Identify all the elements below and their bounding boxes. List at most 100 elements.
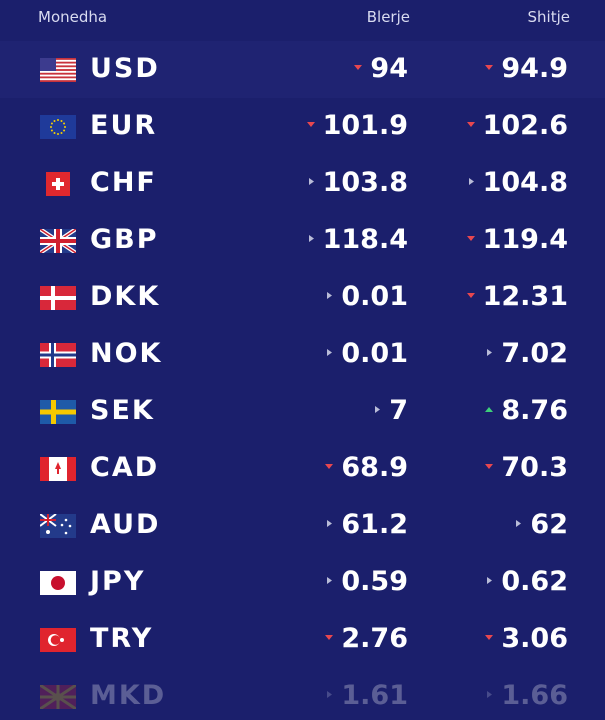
buy-rate: 0.01: [341, 338, 408, 369]
sell-rate: 70.3: [501, 452, 568, 483]
trend-arrow: [469, 178, 474, 185]
trend-icon: [487, 349, 492, 356]
buy-rate: 61.2: [341, 509, 408, 540]
trend-icon: [467, 122, 475, 127]
flag-icon: [40, 58, 76, 82]
trend-icon: [309, 178, 314, 185]
flag-shape: [60, 119, 63, 122]
sell-rate: 119.4: [482, 224, 568, 255]
trend-arrow: [307, 122, 315, 127]
rate-row: CHF 103.8 104.8: [0, 155, 605, 212]
currency-code: MKD: [90, 680, 167, 711]
flag-shape: [40, 296, 76, 300]
trend-arrow: [325, 464, 333, 469]
sell-rate: 1.66: [501, 680, 568, 711]
flag-shape: [53, 119, 56, 122]
flag-shape: [67, 457, 76, 481]
buy-rate: 0.01: [341, 281, 408, 312]
flag-shape: [64, 518, 68, 522]
trend-icon: [307, 122, 315, 127]
trend-arrow: [309, 235, 314, 242]
buy-rate: 7: [389, 395, 408, 426]
flag-shape: [63, 129, 66, 132]
flag-shape: [40, 685, 76, 709]
rate-row: MKD 1.61 1.66: [0, 668, 605, 720]
flag-shape: [40, 76, 76, 79]
sell-rate: 7.02: [501, 338, 568, 369]
flag-icon: [40, 286, 76, 310]
trend-arrow: [487, 349, 492, 356]
flag-shape: [60, 132, 63, 135]
trend-icon: [327, 577, 332, 584]
buy-rate: 2.76: [341, 623, 408, 654]
buy-rate: 101.9: [322, 110, 408, 141]
trend-icon: [516, 520, 521, 527]
flag-shape: [55, 462, 61, 474]
trend-icon: [309, 235, 314, 242]
flag-icon: [46, 172, 70, 196]
flag-icon: [40, 628, 76, 652]
flag-shape: [40, 80, 76, 82]
flag-icon: [40, 514, 76, 538]
currency-code: USD: [90, 53, 160, 84]
flag-shape: [40, 457, 49, 481]
flag-shape: [40, 65, 76, 68]
trend-arrow: [467, 293, 475, 298]
trend-icon: [327, 520, 332, 527]
flag-shape: [57, 133, 59, 135]
flag-shape: [63, 122, 66, 125]
flag-shape: [40, 409, 76, 415]
sell-rate: 94.9: [501, 53, 568, 84]
trend-arrow: [327, 691, 332, 698]
currency-code: NOK: [90, 338, 163, 369]
flag-shape: [40, 72, 76, 75]
trend-arrow: [487, 691, 492, 698]
flag-shape: [50, 122, 53, 125]
trend-icon: [485, 65, 493, 70]
rate-row: TRY 2.76 3.06: [0, 611, 605, 668]
buy-rate: 103.8: [322, 167, 408, 198]
flag-shape: [64, 531, 68, 535]
flag-icon: [40, 229, 76, 253]
flag-shape: [51, 576, 65, 590]
rate-row: DKK 0.01 12.31: [0, 269, 605, 326]
trend-arrow: [354, 65, 362, 70]
flag-shape: [64, 126, 66, 128]
trend-icon: [327, 292, 332, 299]
buy-rate: 94: [370, 53, 408, 84]
trend-icon: [327, 349, 332, 356]
sell-rate: 62: [530, 509, 568, 540]
currency-code: SEK: [90, 395, 155, 426]
trend-icon: [487, 691, 492, 698]
flag-icon: [40, 685, 76, 709]
trend-icon: [485, 407, 493, 412]
flag-shape: [53, 132, 56, 135]
flag-shape: [40, 685, 76, 709]
currency-code: AUD: [90, 509, 161, 540]
trend-arrow: [467, 122, 475, 127]
trend-arrow: [327, 520, 332, 527]
rate-row: CAD 68.9 70.3: [0, 440, 605, 497]
rate-row: NOK 0.01 7.02: [0, 326, 605, 383]
buy-rate: 1.61: [341, 680, 408, 711]
trend-icon: [375, 406, 380, 413]
flag-shape: [52, 182, 64, 186]
flag-shape: [40, 519, 56, 521]
currency-code: DKK: [90, 281, 161, 312]
trend-icon: [325, 635, 333, 640]
header-buy: Blerje: [366, 8, 410, 26]
trend-arrow: [325, 635, 333, 640]
currency-code: CAD: [90, 452, 160, 483]
flag-shape: [68, 524, 72, 528]
sell-rate: 102.6: [482, 110, 568, 141]
flag-shape: [40, 115, 76, 139]
sell-rate: 8.76: [501, 395, 568, 426]
trend-arrow: [485, 635, 493, 640]
flag-shape: [60, 523, 64, 527]
flag-icon: [40, 457, 76, 481]
header-sell: Shitje: [527, 8, 570, 26]
trend-icon: [485, 635, 493, 640]
flag-shape: [50, 129, 53, 132]
header-currency: Monedha: [38, 8, 108, 26]
